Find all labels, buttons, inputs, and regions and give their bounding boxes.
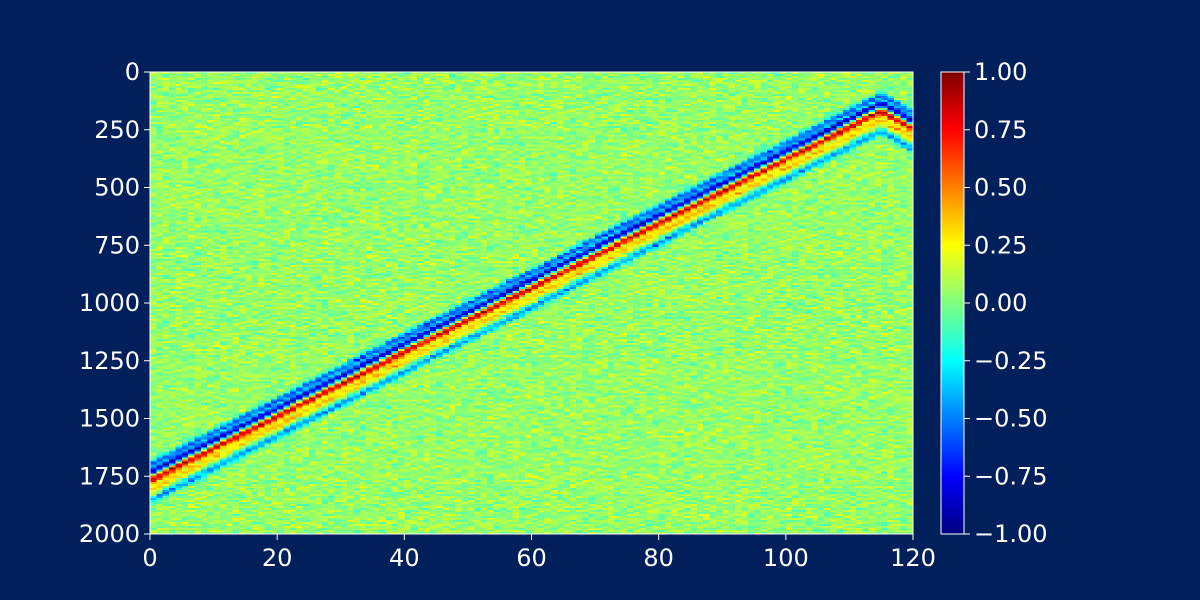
heatmap-plot-area [150, 72, 913, 534]
heatmap-cells [150, 72, 913, 534]
colorbar-tick-label: 0.00 [974, 289, 1027, 317]
x-tick-label: 20 [262, 544, 293, 572]
colorbar-tick-label: −1.00 [974, 520, 1048, 548]
y-tick-label: 2000 [79, 520, 140, 548]
colorbar-tick-label: 1.00 [974, 58, 1027, 86]
y-tick-label: 1500 [79, 405, 140, 433]
colorbar-tick-label: 0.75 [974, 116, 1027, 144]
y-axis: 0 250 500 750 1000 1250 1500 1750 2000 [79, 58, 150, 548]
colorbar-tick-label: −0.25 [974, 347, 1048, 375]
y-tick-label: 500 [94, 174, 140, 202]
y-tick-label: 1750 [79, 462, 140, 490]
colorbar-tick-label: 0.50 [974, 174, 1027, 202]
x-tick-label: 0 [142, 544, 157, 572]
y-tick-label: 250 [94, 116, 140, 144]
colorbar-gradient [940, 71, 965, 535]
y-tick-label: 0 [125, 58, 140, 86]
y-tick-label: 1250 [79, 347, 140, 375]
x-axis: 0 20 40 60 80 100 120 [142, 534, 936, 572]
x-tick-label: 100 [763, 544, 809, 572]
y-tick-label: 1000 [79, 289, 140, 317]
colorbar-tick-label: −0.75 [974, 462, 1048, 490]
colorbar-tick-label: 0.25 [974, 231, 1027, 259]
x-tick-label: 60 [516, 544, 547, 572]
x-tick-label: 40 [389, 544, 420, 572]
colorbar: 1.00 0.75 0.50 0.25 0.00 −0.25 −0.50 −0.75 −1.00 [940, 58, 1048, 548]
x-tick-label: 80 [643, 544, 674, 572]
x-tick-label: 120 [890, 544, 936, 572]
colorbar-tick-label: −0.50 [974, 405, 1048, 433]
y-tick-label: 750 [94, 231, 140, 259]
